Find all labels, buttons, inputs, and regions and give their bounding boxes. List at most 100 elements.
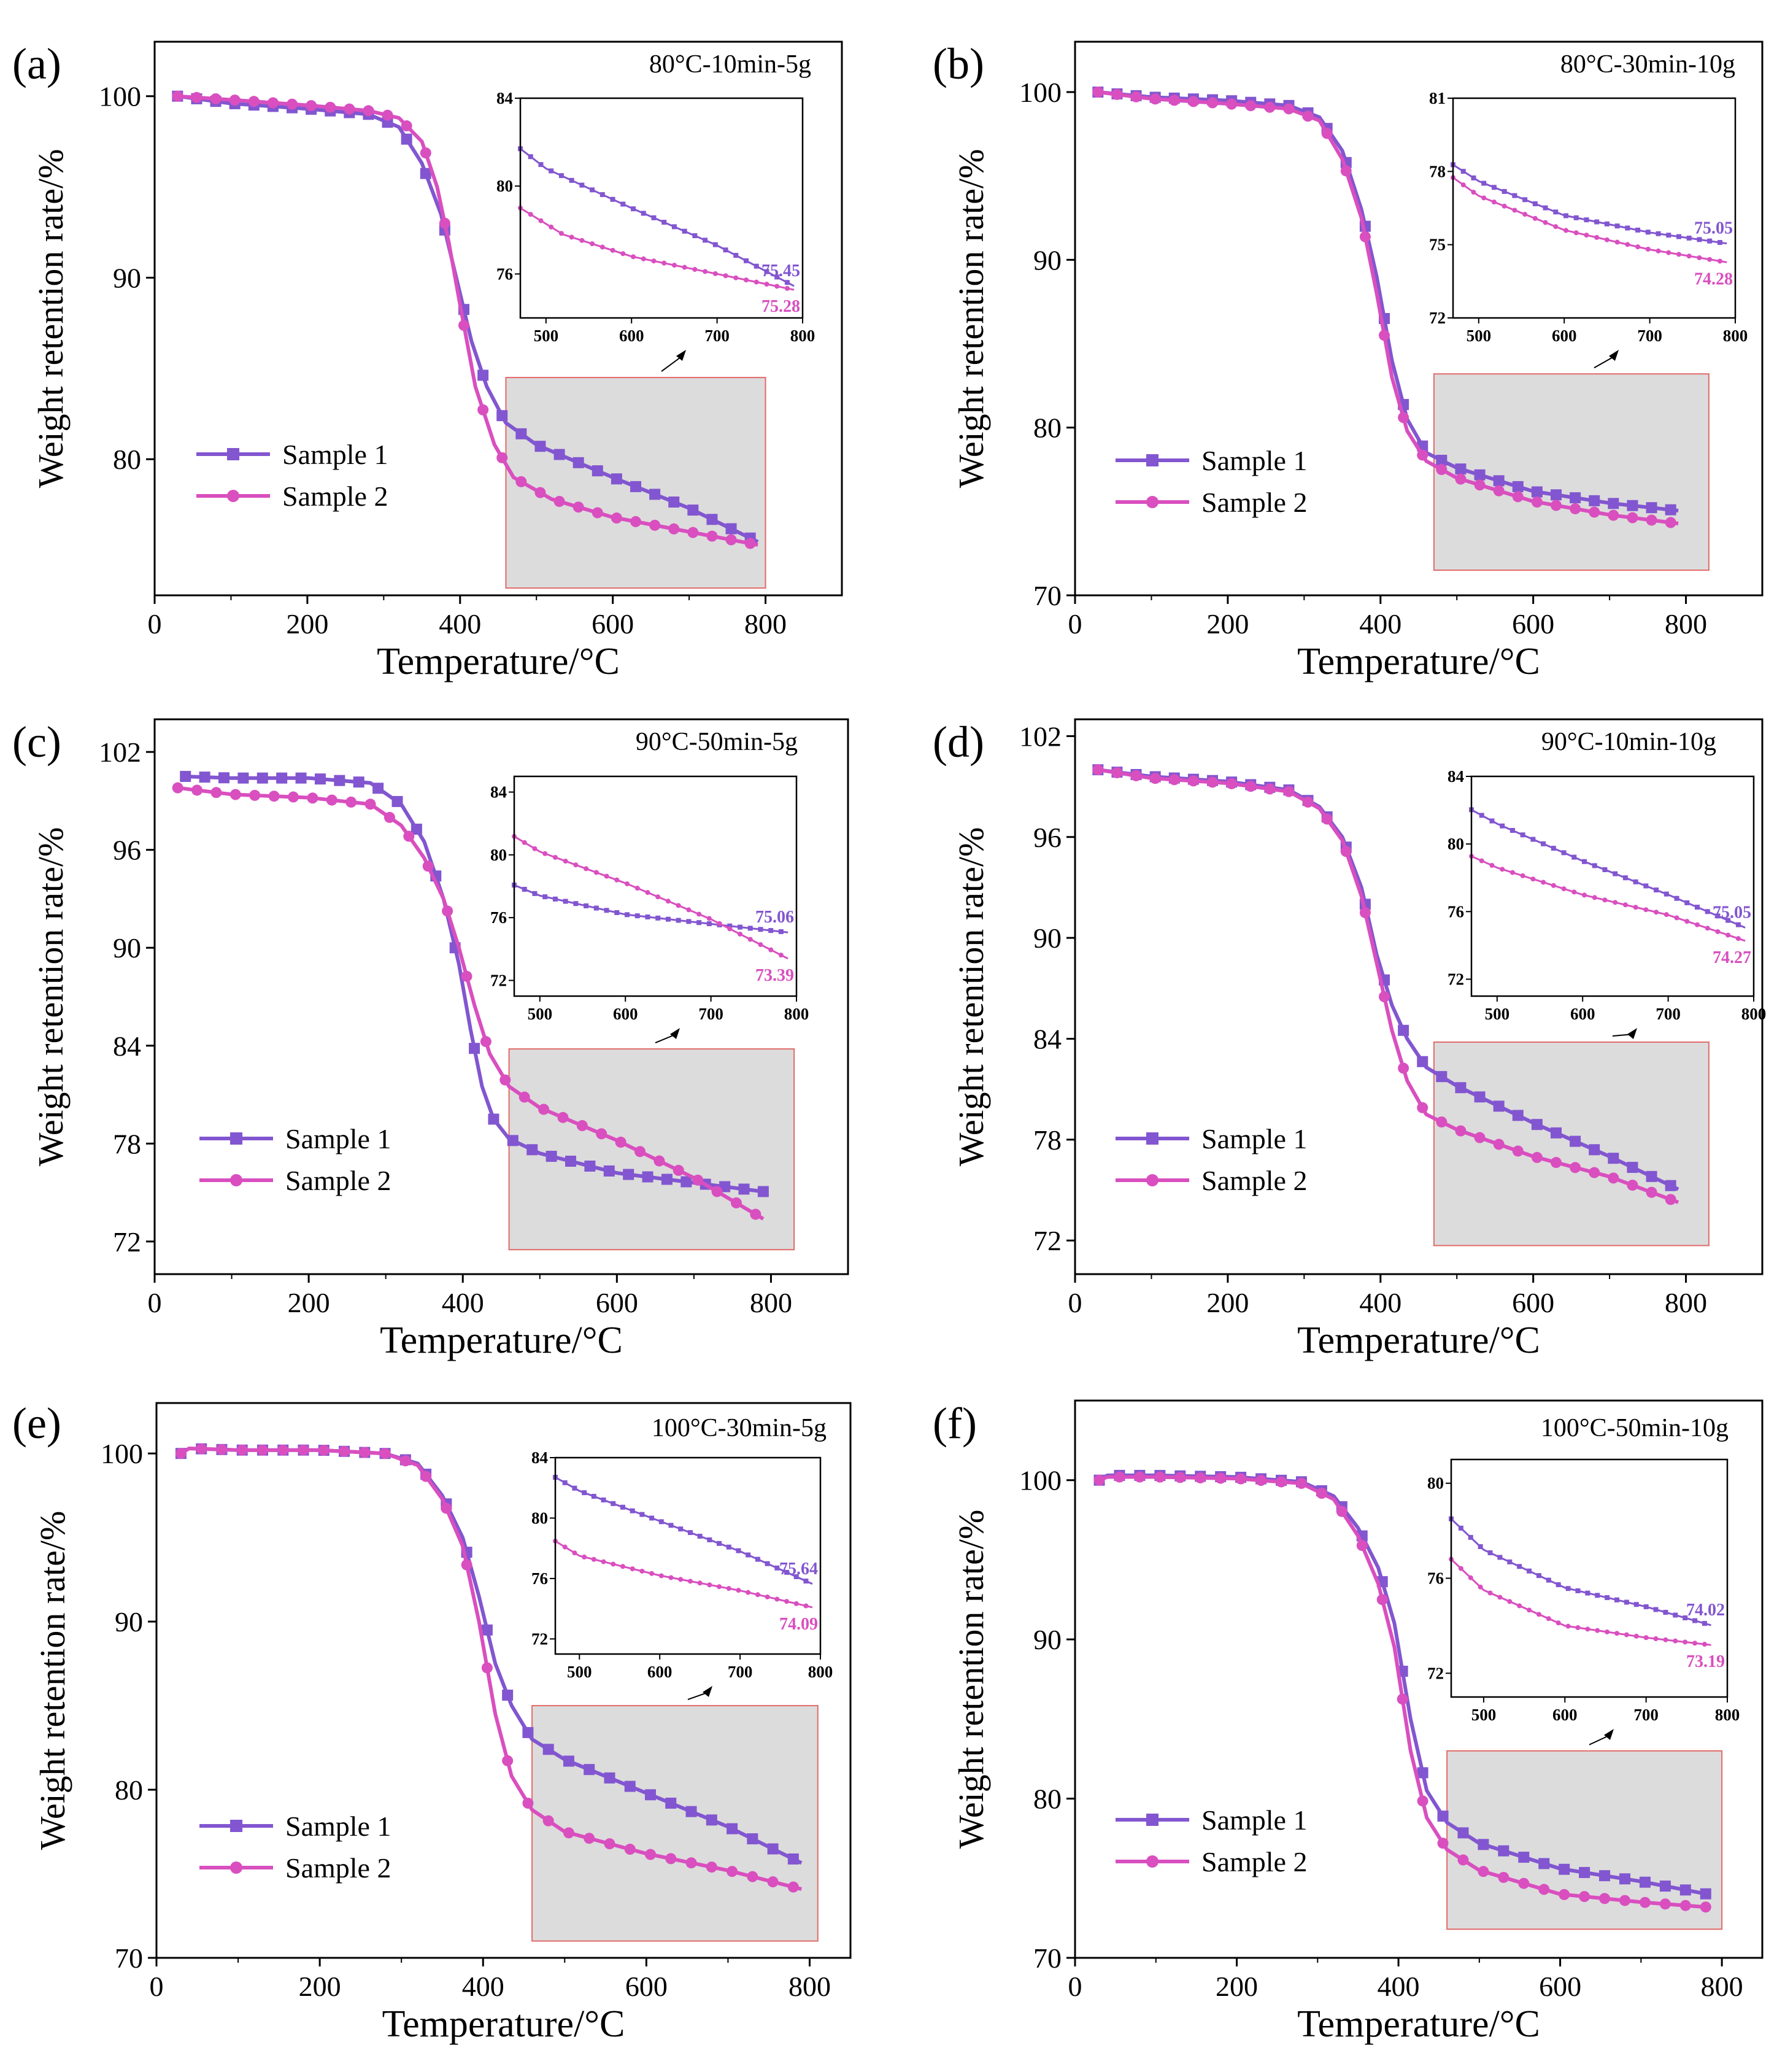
sample-2-marker [653, 1155, 665, 1167]
x-tick-label: 400 [439, 608, 481, 640]
sample-2-marker [1589, 1167, 1600, 1178]
sample-2-marker [1130, 770, 1142, 781]
sample-2-marker [1398, 1062, 1409, 1074]
sample-1-marker [736, 1548, 741, 1553]
inset-frame [1452, 97, 1737, 319]
sample-2-marker [1531, 1151, 1543, 1163]
inset-x-tick-label: 600 [1552, 1706, 1578, 1724]
sample-1-marker [1684, 900, 1690, 905]
sample-2-marker [630, 1566, 635, 1572]
sample-1-marker [1502, 188, 1507, 194]
x-tick-label: 0 [1068, 1971, 1082, 2002]
sample-1-marker [1509, 828, 1515, 833]
sample-1-marker [706, 514, 718, 525]
sample-2-marker [461, 1559, 472, 1571]
sample-2-marker [1295, 1477, 1307, 1489]
inset-frame [554, 1456, 822, 1655]
sample-2-marker [1283, 103, 1295, 115]
sample-2-marker [1417, 449, 1428, 461]
sample-2-marker [1498, 1871, 1509, 1883]
sample-2-marker [172, 782, 183, 794]
sample-2-marker [1111, 88, 1123, 100]
sample-2-marker [248, 96, 260, 107]
panel-a: 0 200 400 600 800 80 90 100 Temperature/°C Weight… [12, 39, 843, 682]
sample-2-marker [1700, 1901, 1711, 1913]
sample-1-marker [1538, 1858, 1550, 1869]
sample-2-end-value: 74.28 [1694, 269, 1733, 288]
sample-1-marker [676, 918, 681, 923]
sample-1-marker [592, 465, 603, 477]
inset-x-tick-label: 600 [613, 1005, 638, 1023]
sample-2-marker [1302, 110, 1314, 122]
x-tick-label: 200 [299, 1971, 341, 2002]
sample-1-marker [1608, 1153, 1619, 1164]
sample-1-marker [712, 242, 718, 247]
sample-2-marker [563, 1827, 574, 1839]
sample-2-marker [1624, 1632, 1629, 1637]
y-tick-label: 102 [99, 736, 141, 768]
sample-1-marker [1571, 854, 1577, 860]
sample-1-marker [1625, 225, 1630, 231]
sample-2-marker [542, 851, 548, 856]
zoom-arrow [661, 350, 686, 372]
sample-1-marker [227, 448, 239, 460]
sample-2-marker [744, 538, 756, 549]
sample-1-marker [1512, 481, 1524, 492]
sample-2-marker [1458, 1566, 1463, 1571]
inset-y-tick-label: 72 [1429, 309, 1446, 327]
sample-2-marker [645, 1849, 657, 1860]
inset-y-tick-label: 84 [490, 783, 507, 802]
sample-2-marker [1665, 1194, 1676, 1205]
x-tick-label: 600 [596, 1287, 638, 1318]
sample-2-marker [1735, 936, 1741, 941]
sample-1-marker [1481, 180, 1487, 186]
x-tick-label: 400 [462, 1971, 504, 2002]
inset-y-tick-label: 84 [1448, 767, 1464, 786]
sample-1-marker [624, 1780, 636, 1792]
sample-2-marker [496, 452, 508, 463]
sample-1-marker [1517, 1564, 1522, 1569]
sample-1-marker [488, 1113, 499, 1125]
sample-1-marker [1436, 1071, 1448, 1083]
sample-1-marker [1457, 1827, 1469, 1839]
sample-2-marker [1474, 1132, 1486, 1143]
sample-1-marker [579, 182, 585, 188]
sample-1-marker [590, 187, 595, 193]
condition-label: 100°C-30min-5g [652, 1414, 827, 1442]
inset-y-tick-label: 80 [490, 846, 507, 864]
sample-2-marker [1643, 1635, 1649, 1641]
sample-1-marker [1585, 1590, 1590, 1596]
sample-1-marker [610, 196, 615, 202]
sample-1-marker [372, 783, 384, 794]
y-tick-label: 96 [1033, 822, 1062, 853]
axes-frame [1074, 718, 1764, 1275]
sample-2-marker [1417, 1102, 1428, 1113]
y-tick-label: 100 [1019, 1465, 1062, 1496]
sample-2-end-value: 75.28 [761, 297, 800, 316]
sample-1-marker [1146, 1132, 1159, 1145]
sample-1-marker [542, 894, 548, 900]
sample-2-marker [673, 1164, 684, 1176]
sample-2-marker [1517, 1603, 1522, 1609]
sample-2-marker [661, 260, 667, 266]
sample-2-marker [1715, 929, 1721, 934]
sample-1-marker [1633, 1602, 1639, 1607]
sample-2-marker [793, 1601, 799, 1606]
sample-2-marker [706, 1861, 717, 1873]
y-tick-label: 90 [113, 932, 141, 964]
sample-2-marker [1633, 905, 1638, 910]
sample-2-marker [1487, 1590, 1493, 1596]
sample-2-marker [1530, 876, 1536, 882]
sample-2-marker [1531, 497, 1543, 508]
sample-2-marker [1585, 1626, 1590, 1632]
sample-2-marker [645, 890, 650, 895]
sample-2-marker [1643, 907, 1649, 913]
sample-2-marker [1455, 1125, 1467, 1137]
sample-1-marker [469, 1043, 480, 1054]
sample-2-marker [1599, 1893, 1611, 1904]
sample-1-marker [767, 1843, 779, 1855]
sample-1-marker [1536, 1573, 1541, 1579]
sample-2-marker [1207, 97, 1218, 109]
sample-1-marker [641, 211, 646, 216]
sample-2-marker [717, 1584, 722, 1590]
